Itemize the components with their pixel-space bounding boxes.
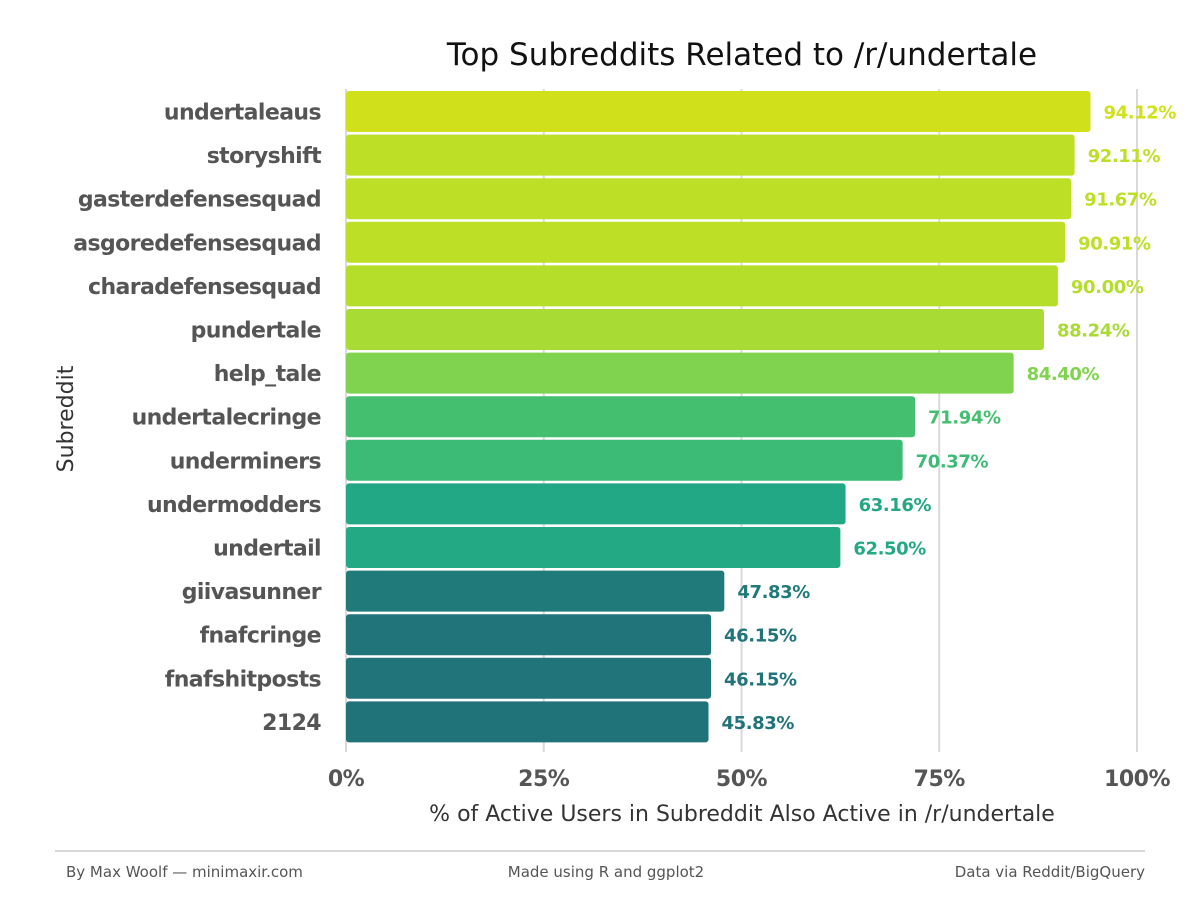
category-label: undermodders bbox=[147, 493, 322, 518]
chart-title: Top Subreddits Related to /r/undertale bbox=[446, 37, 1037, 73]
bar bbox=[346, 91, 1091, 132]
value-label: 70.37% bbox=[916, 451, 989, 472]
category-label: storyshift bbox=[207, 144, 322, 169]
value-label: 46.15% bbox=[724, 669, 797, 690]
bar bbox=[346, 439, 903, 481]
bar bbox=[346, 570, 725, 612]
category-label: underminers bbox=[170, 449, 322, 474]
category-label: undertaleaus bbox=[164, 101, 322, 126]
x-axis-title: % of Active Users in Subreddit Also Acti… bbox=[429, 802, 1055, 827]
value-label: 62.50% bbox=[853, 539, 926, 560]
value-label: 63.16% bbox=[859, 495, 932, 516]
bar bbox=[346, 178, 1072, 220]
category-label: giivasunner bbox=[182, 580, 322, 605]
x-tick-label: 25% bbox=[518, 767, 570, 792]
bar bbox=[346, 134, 1075, 176]
bar bbox=[346, 396, 916, 438]
x-tick-label: 75% bbox=[914, 767, 966, 792]
bar bbox=[346, 309, 1044, 350]
footer-tools: Made using R and ggplot2 bbox=[508, 863, 704, 881]
bar bbox=[346, 614, 712, 656]
bar-layer bbox=[346, 91, 1091, 743]
category-label: fnafcringe bbox=[200, 624, 321, 649]
bar bbox=[346, 352, 1014, 394]
category-label: fnafshitposts bbox=[165, 667, 322, 692]
x-tick-label: 100% bbox=[1104, 767, 1170, 792]
label-layer: 0% 25% 50% 75% 100% undertaleaus 94.12% storysh… bbox=[73, 101, 1177, 793]
bar bbox=[346, 527, 841, 568]
value-label: 46.15% bbox=[724, 626, 797, 647]
footer-source: Data via Reddit/BigQuery bbox=[955, 863, 1145, 881]
category-label: help_tale bbox=[214, 362, 321, 387]
value-label: 45.83% bbox=[722, 713, 795, 734]
category-label: pundertale bbox=[191, 319, 321, 344]
category-label: undertalecringe bbox=[132, 406, 321, 431]
value-label: 88.24% bbox=[1057, 321, 1130, 342]
category-label: asgoredefensesquad bbox=[73, 231, 321, 256]
bar bbox=[346, 483, 846, 525]
value-label: 91.67% bbox=[1084, 190, 1157, 211]
footer-credit: By Max Woolf — minimaxir.com bbox=[66, 863, 303, 881]
x-tick-label: 0% bbox=[328, 767, 365, 792]
x-tick-label: 50% bbox=[716, 767, 768, 792]
value-label: 71.94% bbox=[928, 408, 1001, 429]
bar bbox=[346, 221, 1066, 263]
category-label: undertail bbox=[213, 537, 321, 562]
value-label: 84.40% bbox=[1027, 364, 1100, 385]
y-axis-title: Subreddit bbox=[54, 365, 79, 472]
bar bbox=[346, 657, 712, 699]
category-label: 2124 bbox=[262, 711, 321, 736]
category-label: gasterdefensesquad bbox=[78, 188, 321, 213]
value-label: 47.83% bbox=[737, 582, 810, 603]
value-label: 90.00% bbox=[1071, 277, 1144, 298]
category-label: charadefensesquad bbox=[88, 275, 321, 300]
bar bbox=[346, 265, 1058, 307]
value-label: 90.91% bbox=[1078, 233, 1151, 254]
bar bbox=[346, 701, 709, 743]
value-label: 92.11% bbox=[1088, 146, 1161, 167]
value-label: 94.12% bbox=[1103, 103, 1176, 124]
